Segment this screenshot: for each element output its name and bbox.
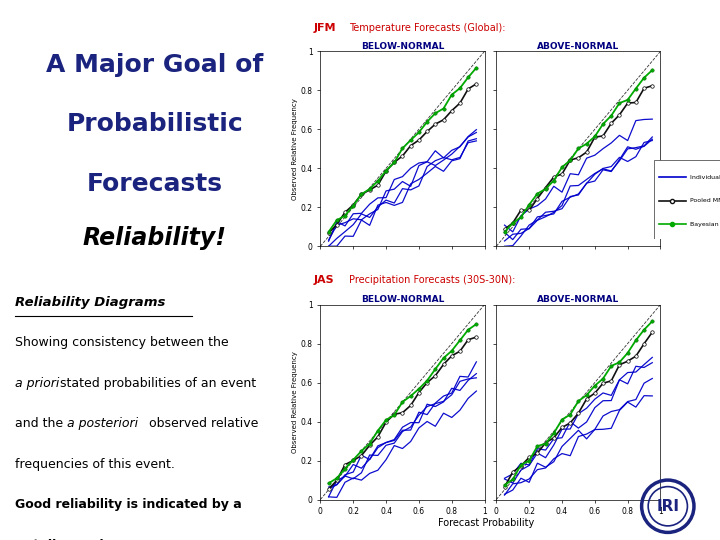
Text: Precipitation Forecasts (30S-30N):: Precipitation Forecasts (30S-30N): [349,274,516,285]
Text: a posteriori: a posteriori [66,417,138,430]
Text: Reliability!: Reliability! [83,226,227,249]
Text: observed relative: observed relative [148,417,258,430]
Title: BELOW-NORMAL: BELOW-NORMAL [361,295,444,304]
Title: ABOVE-NORMAL: ABOVE-NORMAL [537,295,619,304]
Text: Probabilistic: Probabilistic [66,112,243,136]
Text: Forecasts: Forecasts [87,172,222,195]
Text: Reliability Diagrams: Reliability Diagrams [16,296,166,309]
Text: Good reliability is indicated by a: Good reliability is indicated by a [16,498,242,511]
Y-axis label: Observed Relative Frequency: Observed Relative Frequency [292,351,298,453]
Text: 45° diagonal.: 45° diagonal. [16,539,109,540]
Y-axis label: Observed Relative Frequency: Observed Relative Frequency [292,98,298,200]
Text: Temperature Forecasts (Global):: Temperature Forecasts (Global): [349,23,505,33]
Title: BELOW-NORMAL: BELOW-NORMAL [361,42,444,51]
Text: JAS: JAS [313,274,334,285]
Text: IRI: IRI [657,499,679,514]
Title: ABOVE-NORMAL: ABOVE-NORMAL [537,42,619,51]
Text: frequencies of this event.: frequencies of this event. [16,458,176,471]
Text: JFM: JFM [313,23,336,33]
Text: and the: and the [16,417,68,430]
Text: stated probabilities of an event: stated probabilities of an event [60,377,256,390]
Text: Individual AGCMs: Individual AGCMs [690,175,720,180]
Text: Bayesian MM Ensemble: Bayesian MM Ensemble [690,222,720,227]
Text: a priori: a priori [16,377,60,390]
Text: Showing consistency between the: Showing consistency between the [16,336,229,349]
Text: Pooled MM Ensemble: Pooled MM Ensemble [690,199,720,204]
Text: A Major Goal of: A Major Goal of [46,53,264,77]
Text: Forecast Probability: Forecast Probability [438,518,534,529]
